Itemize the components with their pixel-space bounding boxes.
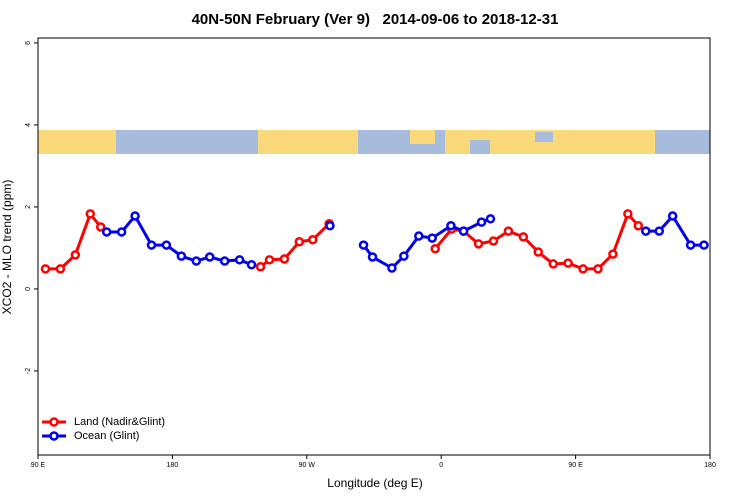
y-axis-label: XCO2 - MLO trend (ppm) — [0, 180, 14, 315]
point — [161, 240, 172, 250]
x-axis-label: Longitude (deg E) — [327, 476, 422, 490]
legend-marker — [49, 417, 59, 427]
plot-frame — [37, 37, 711, 456]
point — [367, 252, 378, 262]
chart-title: 40N-50N February (Ver 9) 2014-09-06 to 2… — [192, 11, 559, 28]
point — [623, 209, 633, 219]
y-tick-label: -2 — [25, 368, 32, 374]
x-tick-label: 180 — [704, 462, 716, 469]
point — [427, 233, 437, 243]
point — [593, 264, 603, 274]
x-tick-label: 0 — [439, 462, 443, 469]
point — [667, 211, 678, 221]
point — [641, 226, 651, 236]
point — [485, 214, 496, 224]
point — [95, 222, 106, 232]
point — [101, 227, 112, 237]
point — [503, 226, 514, 236]
point — [563, 258, 573, 268]
point — [130, 211, 140, 221]
point — [40, 264, 51, 274]
point — [176, 251, 187, 261]
point — [476, 217, 487, 227]
map-strip — [38, 130, 710, 154]
point — [204, 252, 215, 262]
point — [446, 221, 456, 231]
point — [325, 221, 335, 231]
point — [219, 256, 230, 266]
point — [70, 250, 81, 260]
point — [685, 240, 696, 250]
point — [699, 240, 709, 250]
point — [533, 247, 544, 257]
point — [578, 264, 588, 274]
point — [146, 240, 157, 250]
point — [246, 259, 257, 270]
point — [55, 264, 66, 274]
point — [191, 256, 202, 266]
y-tick-label: 0 — [25, 287, 32, 291]
point — [654, 226, 664, 236]
point — [430, 244, 440, 254]
point — [458, 226, 469, 236]
point — [279, 254, 290, 264]
legend-label: Ocean (Glint) — [74, 430, 139, 442]
point — [473, 239, 484, 249]
point — [255, 262, 266, 272]
point — [399, 251, 409, 261]
point — [387, 263, 397, 273]
point — [234, 255, 245, 265]
point — [608, 249, 618, 259]
x-tick-label: 90 W — [299, 462, 316, 469]
point — [548, 259, 558, 269]
point — [116, 227, 127, 237]
y-tick-label: 2 — [25, 205, 32, 209]
x-tick-label: 180 — [167, 462, 179, 469]
legend-marker — [49, 431, 59, 441]
point — [358, 240, 369, 250]
x-tick-label: 90 E — [31, 462, 46, 469]
point — [488, 236, 499, 246]
x-tick-label: 90 E — [568, 462, 583, 469]
series-line — [45, 210, 640, 271]
legend-label: Land (Nadir&Glint) — [74, 416, 165, 428]
point — [633, 221, 644, 231]
point — [85, 209, 96, 219]
point — [294, 237, 305, 247]
y-tick-label: 4 — [25, 123, 32, 127]
point — [518, 232, 529, 242]
point — [414, 231, 424, 241]
point — [308, 234, 318, 245]
point — [264, 255, 275, 265]
y-tick-label: 6 — [25, 41, 32, 45]
